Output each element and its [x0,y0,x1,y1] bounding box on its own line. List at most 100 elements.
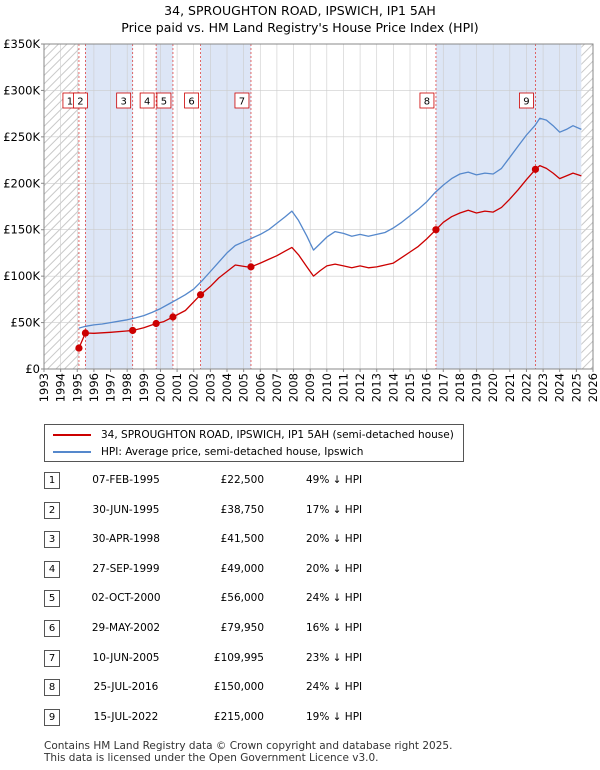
x-tick-label: 2026 [586,373,600,402]
ownership-band [535,44,582,369]
legend-item-red: 34, SPROUGHTON ROAD, IPSWICH, IP1 5AH (s… [53,427,454,443]
sale-number-badge: 9 [44,708,60,726]
x-tick-label: 2007 [270,373,284,402]
y-tick-label: £300K [3,83,40,97]
sale-price: £38,750 [220,503,264,516]
sale-date: 15-JUL-2022 [93,710,159,723]
sale-points [75,165,540,352]
hatched-region [581,44,593,369]
sale-number-badge: 1 [44,472,60,489]
legend-item-blue: HPI: Average price, semi-detached house,… [53,444,363,460]
legend-blue-swatch [53,451,91,453]
table-row: 5 02-OCT-2000 £56,000 24% ↓ HPI [44,588,464,608]
sale-hpi-diff: 49% ↓ HPI [306,474,363,486]
footer-line-1: Contains HM Land Registry data © Crown c… [44,740,453,752]
legend-blue-label: HPI: Average price, semi-detached house,… [101,446,364,458]
x-tick-label: 1998 [120,373,134,402]
sale-date: 27-SEP-1999 [92,562,160,575]
x-tick-label: 2013 [370,373,384,402]
sale-label-text: 7 [239,97,245,108]
sale-number-badge: 4 [44,560,60,578]
sale-price: £79,950 [220,622,264,634]
y-tick-label: £50K [11,316,41,330]
sale-label: 5 [156,92,172,109]
table-row: 3 30-APR-1998 £41,500 20% ↓ HPI [44,529,464,549]
sale-label-box [116,92,132,109]
sale-date: 07-FEB-1995 [92,474,160,486]
sale-label-box [419,92,435,109]
x-tick-label: 2001 [170,373,184,402]
y-tick-label: £100K [3,269,40,283]
x-tick-label: 2011 [336,373,350,402]
table-row: 8 25-JUL-2016 £150,000 24% ↓ HPI [44,677,464,697]
x-tick-label: 2020 [486,373,500,402]
sale-number-badge: 3 [44,531,60,549]
x-tick-label: 2015 [403,373,417,402]
x-tick-label: 2025 [569,373,583,402]
x-tick-label: 2004 [220,373,234,402]
sale-date: 30-JUN-1995 [92,503,160,516]
x-tick-label: 1997 [104,373,118,402]
sale-hpi-diff: 17% ↓ HPI [306,503,363,516]
y-tick-label: £150K [3,223,40,237]
title-line-1: 34, SPROUGHTON ROAD, IPSWICH, IP1 5AH [164,3,436,18]
x-tick-label: 2024 [553,373,567,402]
plot-frame [43,43,594,370]
sale-point [432,226,440,234]
x-tick-label: 2005 [237,373,251,402]
y-tick-label: £0 [25,362,40,376]
x-tick-label: 2003 [203,373,217,402]
x-tick-label: 2019 [470,373,484,402]
sale-point [81,329,90,337]
sale-hpi-diff: 23% ↓ HPI [306,651,363,664]
grid-lines [43,43,594,370]
sale-label-text: 3 [120,97,126,108]
x-tick-label: 2009 [303,373,317,402]
table-row: 7 10-JUN-2005 £109,995 23% ↓ HPI [44,648,464,668]
footer: Contains HM Land Registry data © Crown c… [44,740,452,764]
sale-label-text: 5 [161,97,167,108]
sale-hpi-diff: 24% ↓ HPI [306,681,363,694]
sale-date: 30-APR-1998 [92,533,160,546]
sale-price: £150,000 [213,681,264,694]
sale-label-text: 9 [523,97,529,108]
sale-hpi-diff: 16% ↓ HPI [306,622,363,634]
sale-label-text: 4 [144,97,150,108]
sale-label-text: 8 [424,97,430,108]
x-tick-label: 2014 [386,373,400,402]
x-tick-label: 2008 [287,373,301,402]
sale-point [169,313,177,321]
sale-date: 02-OCT-2000 [91,592,161,605]
sale-label-text: 6 [188,97,194,108]
x-tick-label: 2023 [536,373,550,402]
sale-date: 10-JUN-2005 [92,651,160,664]
table-row: 6 29-MAY-2002 £79,950 16% ↓ HPI [44,618,464,638]
sale-label: 6 [184,92,199,109]
sale-price: £215,000 [213,710,264,723]
sale-date: 25-JUL-2016 [93,681,159,694]
price-paid-line [78,164,582,349]
x-axis-ticks: 1993 1994 1995 1996 1997 1998 1999 2000 2001 2002… [37,369,600,402]
sale-point [129,326,137,335]
y-axis-ticks: £0 £50K £100K £150K £200K £250K £300K £350K [3,37,44,376]
table-row: 4 27-SEP-1999 £49,000 20% ↓ HPI [44,559,464,579]
sale-label: 7 [234,92,250,109]
title-line-2: Price paid vs. HM Land Registry's House … [121,20,479,35]
sale-label: 3 [116,92,132,109]
x-tick-label: 2012 [353,373,367,402]
sale-label-box [184,92,199,109]
table-row: 2 30-JUN-1995 £38,750 17% ↓ HPI [44,500,464,520]
sale-point [531,165,540,173]
table-row: 1 07-FEB-1995 £22,500 49% ↓ HPI [44,470,464,490]
sale-price: £109,995 [213,651,264,664]
sale-label: 9 [519,92,534,109]
sale-number-badge: 5 [44,590,60,608]
x-tick-label: 1995 [70,373,84,402]
y-tick-label: £250K [3,130,40,144]
x-tick-label: 2021 [503,373,517,402]
sale-number-badge: 7 [44,649,60,667]
sale-price: £41,500 [220,533,264,546]
footer-line-2: This data is licensed under the Open Gov… [44,752,379,764]
